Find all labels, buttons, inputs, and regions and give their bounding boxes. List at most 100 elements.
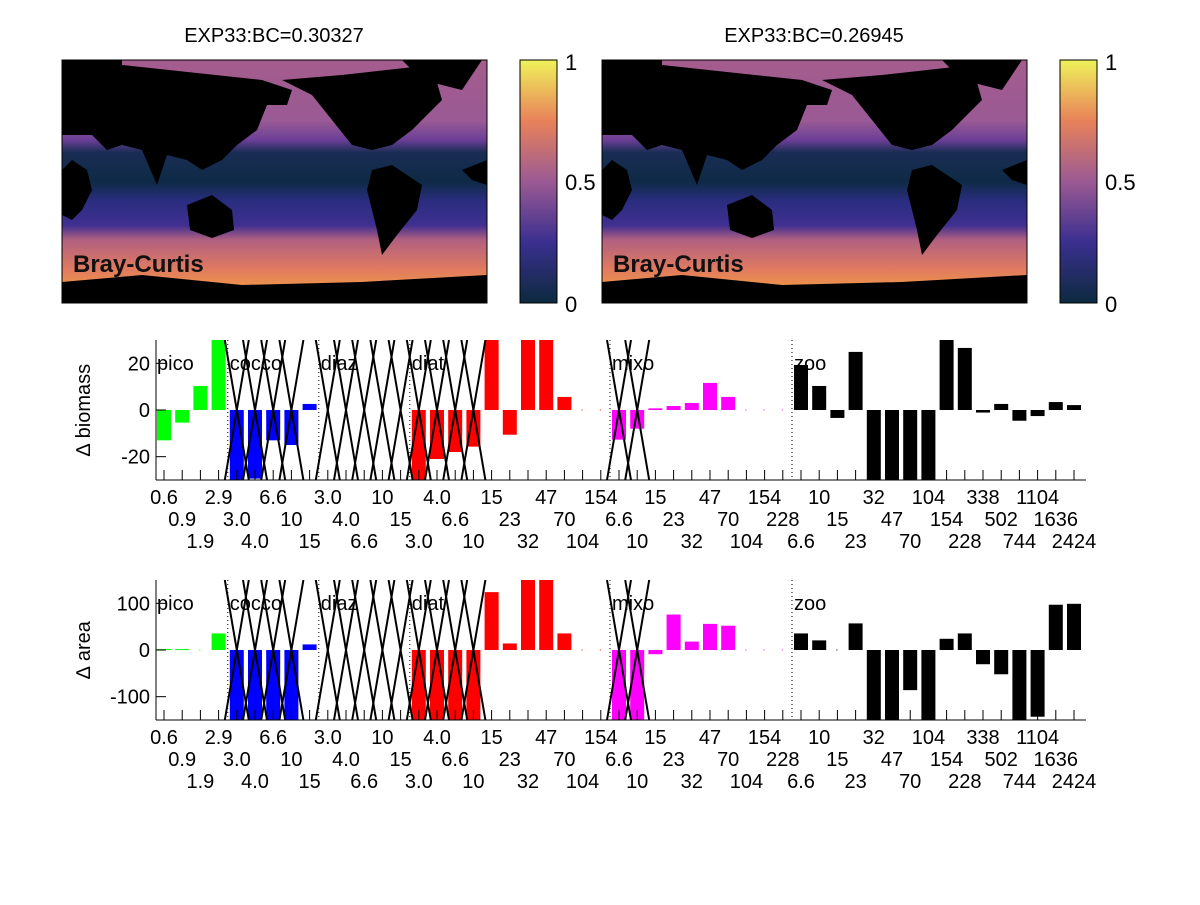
group-label-zoo: zoo: [794, 353, 826, 375]
x-tick-label: 0.6: [150, 487, 178, 509]
bar-zoo: [1067, 603, 1081, 650]
y-axis-label: ∆ biomass: [73, 364, 95, 456]
x-tick-label: 10: [280, 509, 302, 531]
x-tick-label: 6.6: [259, 727, 287, 749]
bar-cocco: [302, 644, 317, 650]
bar-mixo: [630, 650, 645, 720]
x-tick-label: 1.9: [186, 771, 214, 793]
cross-line: [624, 580, 651, 720]
group-label-diaz: diaz: [321, 353, 358, 375]
bar-mixo: [612, 650, 626, 720]
x-tick-label: 3.0: [223, 749, 251, 771]
bar-pico: [157, 410, 171, 441]
plot-area: [157, 340, 1081, 480]
x-tick-label: 1.9: [186, 531, 214, 553]
bar-zoo: [1030, 410, 1045, 417]
cross-line: [460, 340, 487, 480]
x-tick-label: 10: [371, 487, 393, 509]
x-tick-label: 4.0: [332, 749, 360, 771]
plot-area: [157, 580, 1081, 720]
bar-diat: [411, 650, 426, 720]
bar-cocco: [266, 650, 281, 720]
x-tick-label: 47: [535, 727, 557, 749]
x-tick-label: 15: [389, 509, 411, 531]
bar-diat: [599, 409, 601, 411]
bar-diat: [521, 580, 535, 650]
cross-line: [405, 580, 432, 720]
x-tick-label: 6.6: [605, 509, 633, 531]
bar-zoo: [994, 403, 1009, 410]
x-tick-label: 228: [766, 509, 799, 531]
x-tick-label: 32: [517, 771, 539, 793]
x-tick-label: 15: [389, 749, 411, 771]
bar-pico: [175, 649, 190, 651]
x-tick-label: 4.0: [332, 509, 360, 531]
bar-diat: [466, 650, 481, 720]
colorbar-1: 1 0.5 0: [519, 50, 596, 317]
bar-zoo: [1067, 405, 1081, 410]
group-label-pico: pico: [157, 593, 194, 615]
bar-zoo: [939, 340, 954, 410]
x-tick-label: 23: [844, 531, 866, 553]
bar-zoo: [885, 650, 899, 720]
group-label-mixo: mixo: [612, 353, 654, 375]
bar-diat: [502, 643, 517, 650]
group-label-cocco: cocco: [230, 353, 282, 375]
bar-mixo: [684, 641, 699, 650]
bar-zoo: [848, 351, 863, 410]
map-label: Bray-Curtis: [613, 251, 744, 278]
x-tick-label: 104: [566, 771, 599, 793]
y-tick-label: -20: [121, 447, 150, 469]
y-tick-label: 20: [128, 353, 150, 375]
x-tick-label: 3.0: [314, 727, 342, 749]
y-tick-label: 100: [117, 593, 150, 615]
x-tick-label: 47: [535, 487, 557, 509]
bar-mixo: [684, 403, 699, 410]
cross-line: [242, 580, 268, 720]
bar-zoo: [812, 385, 827, 410]
bar-mixo: [703, 382, 717, 410]
colorbar-tick: 0.5: [565, 170, 596, 195]
bar-diat: [430, 410, 444, 459]
y-tick-label: 0: [139, 400, 150, 422]
bar-zoo: [994, 650, 1009, 675]
bar-mixo: [648, 408, 663, 410]
bar-cocco: [229, 650, 244, 720]
bar-pico: [175, 410, 190, 423]
bar-cocco: [248, 650, 262, 720]
x-tick-label: 6.6: [350, 531, 378, 553]
bar-zoo: [812, 640, 827, 650]
cross-line: [460, 580, 487, 720]
x-tick-label: 4.0: [423, 727, 451, 749]
x-tick-label: 15: [644, 487, 666, 509]
bar-diat: [484, 340, 499, 410]
x-tick-label: 10: [626, 771, 648, 793]
x-tick-label: 0.9: [168, 509, 196, 531]
x-tick-label: 47: [881, 749, 903, 771]
bar-diat: [599, 649, 601, 651]
x-tick-label: 23: [844, 771, 866, 793]
x-tick-label: 2.9: [205, 487, 233, 509]
bar-diat: [466, 410, 481, 447]
bar-diat: [484, 592, 499, 650]
cross-line: [606, 340, 632, 480]
bar-zoo: [1012, 410, 1027, 421]
bar-pico: [193, 385, 208, 410]
x-tick-label: 2.9: [205, 727, 233, 749]
bar-diat: [557, 396, 572, 410]
x-tick-label: 744: [1003, 531, 1036, 553]
x-tick-label: 32: [681, 771, 703, 793]
bar-diat: [581, 649, 583, 651]
bar-diat: [430, 650, 444, 720]
x-tick-label: 1636: [1034, 509, 1079, 531]
x-tick-label: 15: [826, 749, 848, 771]
bar-mixo: [721, 625, 736, 650]
group-label-cocco: cocco: [230, 593, 282, 615]
cross-line: [260, 340, 287, 480]
x-tick-label: 10: [808, 727, 830, 749]
x-tick-label: 502: [985, 509, 1018, 531]
bar-zoo: [1012, 650, 1027, 720]
bar-zoo: [921, 650, 936, 720]
map-title-2: EXP33:BC=0.26945: [724, 25, 904, 47]
x-tick-label: 23: [499, 749, 521, 771]
